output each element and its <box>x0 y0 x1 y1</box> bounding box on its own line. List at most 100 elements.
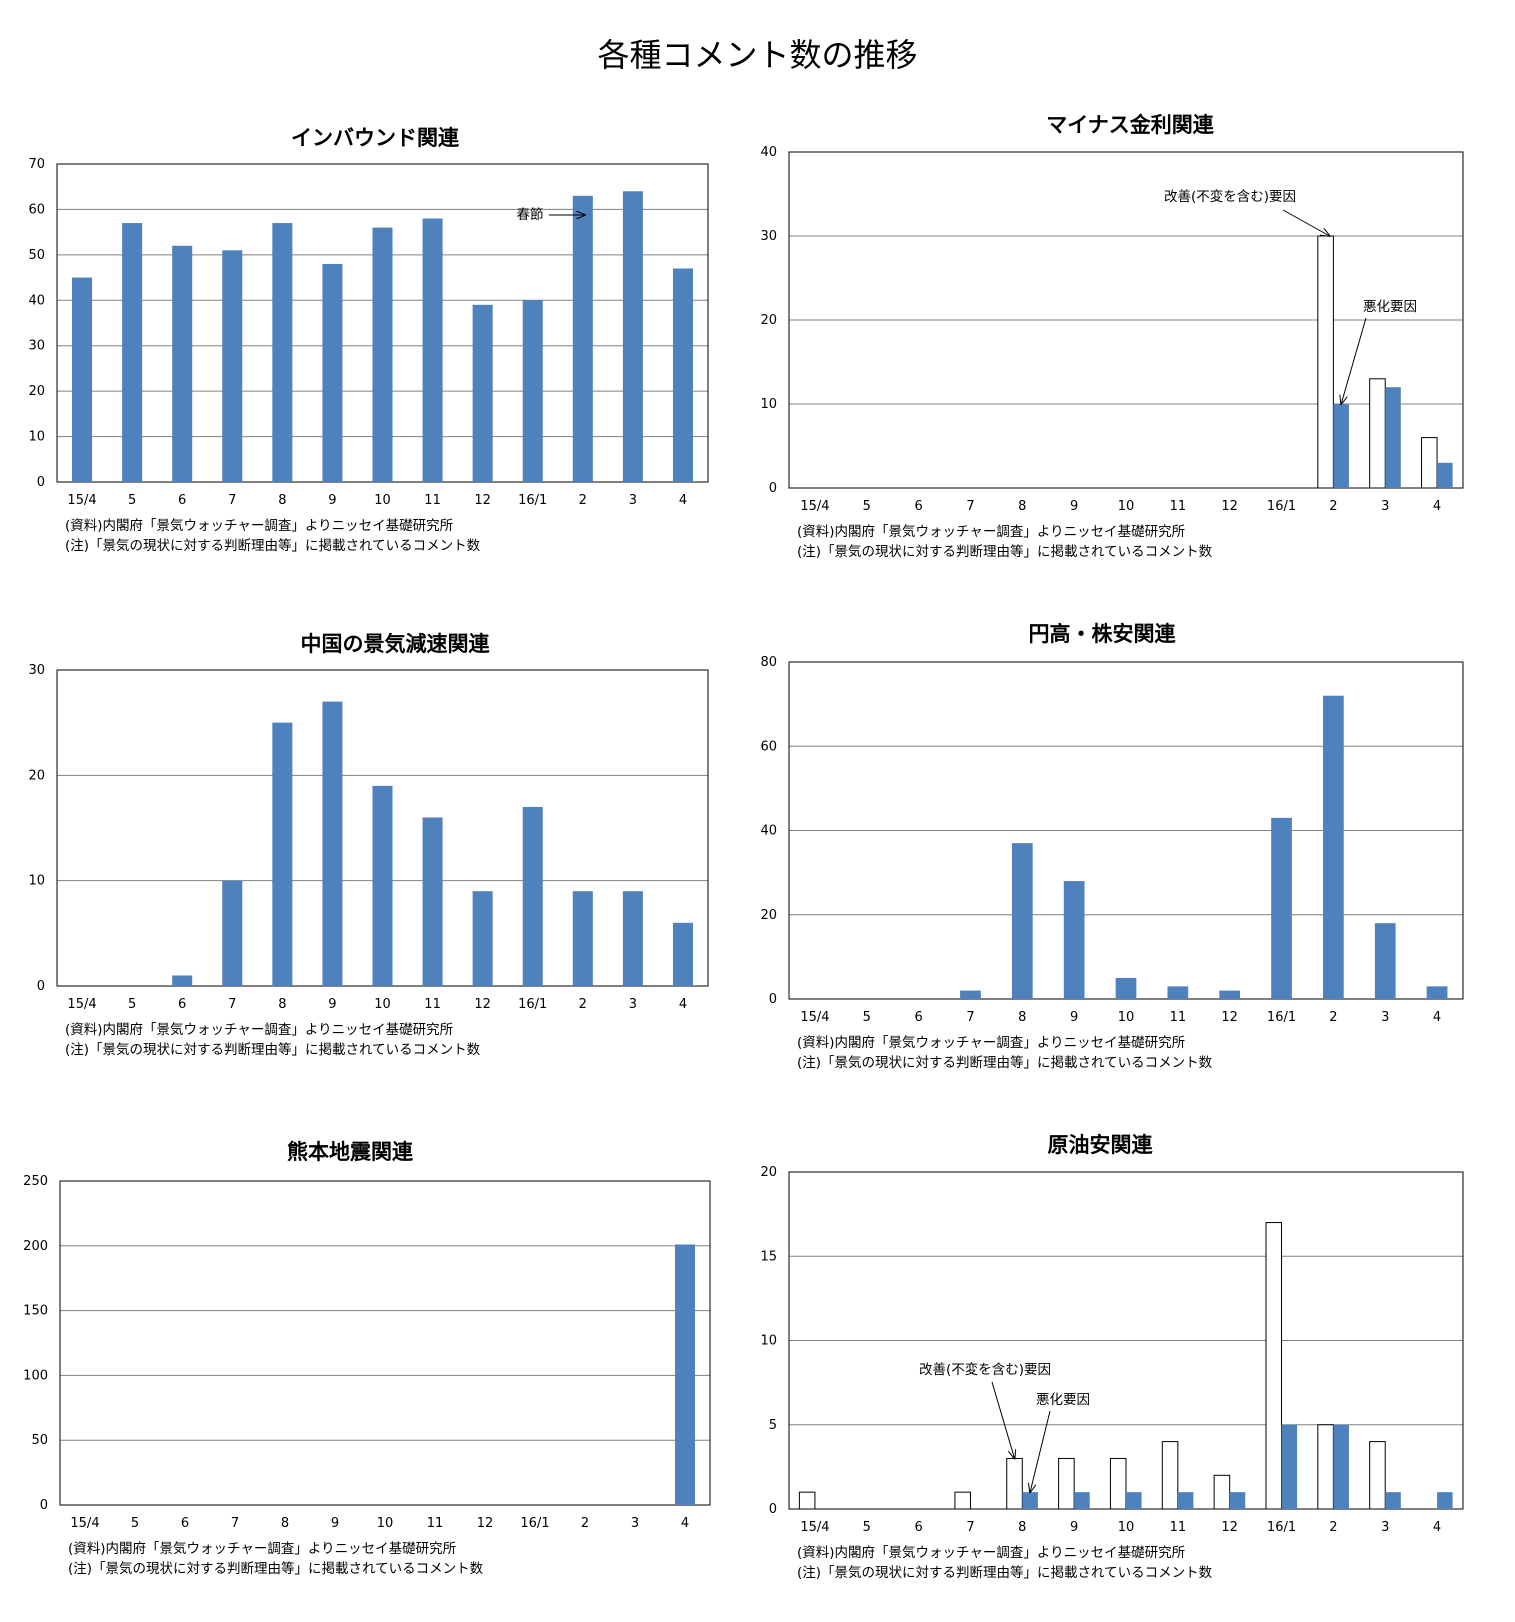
y-tick-label: 40 <box>28 293 45 308</box>
chart-title: 円高・株安関連 <box>1029 622 1177 646</box>
y-tick-label: 0 <box>37 475 45 490</box>
y-tick-label: 30 <box>760 229 777 244</box>
x-tick-label: 9 <box>331 1516 339 1531</box>
annotation-label: 春節 <box>517 207 544 223</box>
page-title: 各種コメント数の推移 <box>597 36 918 74</box>
x-tick-label: 7 <box>966 1010 974 1025</box>
x-tick-label: 6 <box>178 997 186 1012</box>
x-tick-label: 7 <box>228 493 236 508</box>
bar <box>1229 1492 1246 1509</box>
x-tick-label: 4 <box>1433 499 1441 514</box>
y-tick-label: 250 <box>23 1174 48 1189</box>
x-tick-label: 5 <box>863 1520 871 1535</box>
x-tick-label: 9 <box>1070 499 1078 514</box>
source-note: (資料)内閣府「景気ウォッチャー調査」よりニッセイ基礎研究所 <box>65 1021 453 1038</box>
x-tick-label: 16/1 <box>1267 1520 1296 1535</box>
x-tick-label: 6 <box>914 1010 922 1025</box>
bar <box>1426 986 1448 999</box>
bar <box>1011 843 1033 999</box>
x-tick-label: 12 <box>474 493 491 508</box>
x-tick-label: 11 <box>427 1516 444 1531</box>
x-tick-label: 5 <box>128 493 136 508</box>
comment-note: (注)「景気の現状に対する判断理由等」に掲載されているコメント数 <box>797 1564 1213 1581</box>
bar <box>322 701 343 986</box>
x-tick-label: 16/1 <box>1267 499 1296 514</box>
x-tick-label: 16/1 <box>518 493 547 508</box>
bar-improve <box>1161 1441 1179 1510</box>
y-tick-label: 0 <box>769 992 777 1007</box>
y-tick-label: 40 <box>760 145 777 160</box>
annotation-arrow <box>1030 1410 1051 1492</box>
bar-improve <box>1369 378 1386 489</box>
x-tick-label: 7 <box>966 499 974 514</box>
bar <box>1219 990 1241 999</box>
y-tick-label: 200 <box>23 1239 48 1254</box>
bar <box>1323 695 1344 999</box>
x-tick-label: 5 <box>863 499 871 514</box>
bar <box>472 891 493 986</box>
bar <box>1115 977 1137 999</box>
x-tick-label: 15/4 <box>70 1516 99 1531</box>
y-tick-label: 0 <box>40 1498 48 1513</box>
y-tick-label: 5 <box>769 1418 777 1433</box>
x-tick-label: 10 <box>377 1516 394 1531</box>
comment-note: (注)「景気の現状に対する判断理由等」に掲載されているコメント数 <box>68 1560 484 1577</box>
y-tick-label: 30 <box>28 663 45 678</box>
y-tick-label: 20 <box>28 384 45 399</box>
chart-5: 熊本地震関連 0 50 100 150 200 250 15/4 5 6 7 8 9 10 11 12 16/1… <box>23 1140 711 1577</box>
bar <box>1126 1492 1142 1509</box>
x-tick-label: 6 <box>181 1516 189 1531</box>
bar <box>522 300 543 482</box>
x-tick-label: 8 <box>1018 1520 1026 1535</box>
x-tick-label: 2 <box>1329 499 1337 514</box>
bar <box>372 227 393 482</box>
bar <box>422 817 443 986</box>
x-tick-label: 8 <box>281 1516 289 1531</box>
x-tick-label: 8 <box>1018 1010 1026 1025</box>
chart-3: 中国の景気減速関連 0 10 20 30 15/4 5 6 7 8 9 10 11 12 16/1 2 3 4 (資… <box>28 632 709 1058</box>
chart-title: 原油安関連 <box>1048 1133 1154 1157</box>
bar <box>122 223 143 483</box>
y-tick-label: 0 <box>769 1502 777 1517</box>
bar <box>272 722 293 986</box>
y-tick-label: 20 <box>760 313 777 328</box>
chart-1: インバウンド関連 0 10 20 30 40 50 60 70 15/4 5 6 7 8 9 10 11 12 16… <box>28 126 709 554</box>
plot-area <box>788 151 1464 489</box>
bar <box>1333 404 1349 488</box>
x-tick-label: 15/4 <box>67 997 96 1012</box>
bar-improve <box>1213 1474 1231 1510</box>
x-tick-label: 16/1 <box>1267 1010 1296 1025</box>
source-note: (資料)内閣府「景気ウォッチャー調査」よりニッセイ基礎研究所 <box>68 1540 456 1557</box>
bar <box>960 990 981 999</box>
x-tick-label: 11 <box>1170 1010 1187 1025</box>
y-tick-label: 20 <box>28 768 45 783</box>
x-tick-label: 15/4 <box>67 493 96 508</box>
x-tick-label: 3 <box>1381 1520 1389 1535</box>
y-tick-label: 0 <box>37 979 45 994</box>
bar <box>672 922 693 986</box>
x-tick-label: 6 <box>914 1520 922 1535</box>
y-tick-label: 50 <box>28 248 45 263</box>
bar-improve <box>1317 235 1334 489</box>
x-tick-label: 12 <box>1221 1010 1238 1025</box>
bar <box>372 785 393 986</box>
x-tick-label: 10 <box>374 493 391 508</box>
source-note: (資料)内閣府「景気ウォッチャー調査」よりニッセイ基礎研究所 <box>65 517 453 534</box>
bar <box>422 218 443 482</box>
x-tick-label: 9 <box>1070 1520 1078 1535</box>
x-tick-label: 12 <box>1221 1520 1238 1535</box>
x-tick-label: 15/4 <box>800 1010 829 1025</box>
chart-title: 中国の景気減速関連 <box>301 632 491 656</box>
x-tick-label: 9 <box>328 997 336 1012</box>
bar <box>272 223 293 483</box>
bar <box>1177 1492 1194 1509</box>
bar-improve <box>1317 1424 1334 1510</box>
y-tick-label: 80 <box>760 655 777 670</box>
x-tick-label: 3 <box>1381 1010 1389 1025</box>
comment-note: (注)「景気の現状に対する判断理由等」に掲載されているコメント数 <box>65 537 481 554</box>
bar <box>1374 923 1396 999</box>
comment-note: (注)「景気の現状に対する判断理由等」に掲載されているコメント数 <box>797 1054 1213 1071</box>
annotation-label: 悪化要因 <box>1363 299 1417 315</box>
x-tick-label: 2 <box>1329 1520 1337 1535</box>
